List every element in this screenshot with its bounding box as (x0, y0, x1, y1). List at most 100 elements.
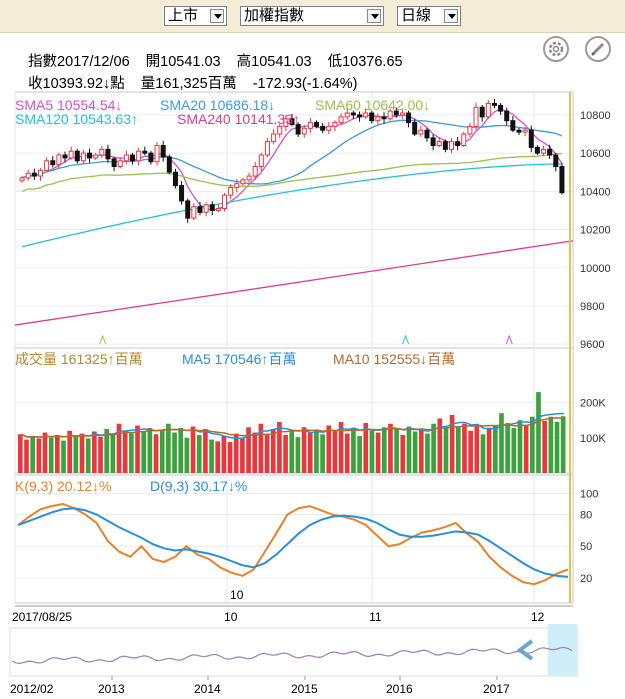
price-legend-item: SMA240 10141.33↑ (177, 111, 300, 127)
overview-frame (9, 627, 579, 677)
sma5-line (21, 108, 563, 212)
kd-tick-label: 100 (580, 488, 598, 500)
volume-bar (381, 427, 387, 473)
candle-body (553, 154, 559, 168)
x-axis-label: 2017/08/25 (12, 610, 72, 624)
volume-bar (116, 423, 122, 473)
market-select[interactable]: 上市 (164, 6, 227, 26)
quote-line-1: 指數2017/12/06 開10541.03 高10541.03 低10376.65 (20, 34, 419, 71)
price-panel-frame (14, 91, 574, 349)
volume-bar (314, 430, 319, 473)
chevron-down-icon[interactable] (444, 9, 458, 23)
candle-body (510, 120, 516, 131)
volume-legend-item: MA5 170546↑百萬 (182, 351, 296, 367)
candle-body (44, 160, 50, 171)
candle-body (295, 123, 301, 135)
candle-body (461, 133, 467, 146)
candle-body (381, 116, 387, 120)
chevron-down-icon[interactable] (210, 9, 224, 23)
candle-body (50, 160, 56, 166)
volume-bar (48, 437, 54, 473)
candle-body (412, 122, 418, 135)
volume-bar (85, 438, 91, 473)
kd-tick-label: 20 (580, 573, 592, 585)
candle-body (418, 129, 424, 135)
volume-bars (18, 392, 566, 473)
volume-bar (542, 420, 547, 473)
candle-body (473, 106, 479, 127)
volume-bar (283, 435, 288, 473)
candle-body (436, 141, 442, 146)
volume-bar (536, 392, 541, 473)
volume-bar (215, 441, 221, 473)
candle-body (516, 129, 522, 133)
volume-bar (320, 434, 325, 473)
price-tick-label: 10400 (580, 186, 611, 198)
quote-date: 指數2017/12/06 (28, 54, 130, 70)
candle-body (442, 141, 448, 150)
candle-body (136, 150, 142, 162)
volume-bar (455, 427, 461, 473)
volume-bar (400, 435, 406, 473)
candle-body (74, 150, 80, 162)
sma240-line (14, 240, 574, 326)
candle-body (191, 206, 197, 219)
volume-bar (511, 427, 517, 473)
candle-body (234, 183, 240, 189)
overview-year-label: 2015 (291, 682, 318, 696)
volume-bar (523, 425, 529, 473)
candle-body (99, 148, 105, 156)
index-select[interactable]: 加權指數 (240, 6, 384, 26)
price-tick-label: 9600 (580, 339, 604, 351)
volume-bar (135, 425, 140, 473)
candle-body (485, 102, 491, 118)
kd-inline-label: 10 (230, 588, 244, 602)
candle-body (350, 112, 356, 116)
d-line (17, 507, 569, 578)
candle-body (129, 154, 135, 162)
quote-high: 高10541.03 (236, 54, 312, 70)
quote-line-2: 收10393.92↓點 量161,325百萬 -172.93(-1.64%) (20, 56, 374, 93)
volume-bar (264, 433, 270, 473)
volume-bar (375, 432, 381, 473)
candles (19, 98, 565, 223)
volume-bar (203, 429, 208, 473)
volume-bar (246, 427, 251, 473)
volume-bar (252, 432, 258, 473)
candle-body (283, 118, 289, 127)
period-select[interactable]: 日線 (397, 6, 461, 26)
quote-close: 收10393.92↓點 (28, 76, 125, 92)
volume-bar (110, 434, 116, 473)
pencil-icon[interactable] (585, 36, 611, 62)
candle-body (197, 206, 203, 213)
volume-bar (468, 430, 473, 473)
volume-bar (431, 423, 436, 473)
toolbar: 上市 加權指數 日線 (0, 0, 625, 33)
market-select-value: 上市 (168, 7, 199, 24)
candle-body (179, 185, 185, 202)
candle-body (406, 112, 412, 124)
candle-body (228, 187, 234, 196)
chevron-down-icon[interactable] (367, 9, 381, 23)
price-tick-label: 10000 (580, 263, 611, 275)
quote-low: 低10376.65 (327, 54, 403, 70)
candle-body (62, 154, 68, 159)
sma120-line (21, 163, 562, 248)
volume-bar (184, 437, 190, 473)
volume-bar (289, 431, 295, 473)
candle-body (467, 125, 473, 135)
candle-body (307, 122, 313, 129)
candle-body (240, 179, 246, 185)
candle-body (264, 141, 270, 156)
volume-bar (159, 430, 165, 473)
candle-body (271, 133, 277, 143)
candle-body (369, 112, 375, 122)
candle-body (534, 146, 540, 154)
gear-icon[interactable] (543, 36, 569, 62)
price-tick-label: 10600 (580, 148, 611, 160)
volume-bar (178, 427, 184, 473)
overview-year-label: 2016 (386, 682, 413, 696)
candle-body (491, 102, 497, 106)
period-select-value: 日線 (401, 7, 432, 24)
